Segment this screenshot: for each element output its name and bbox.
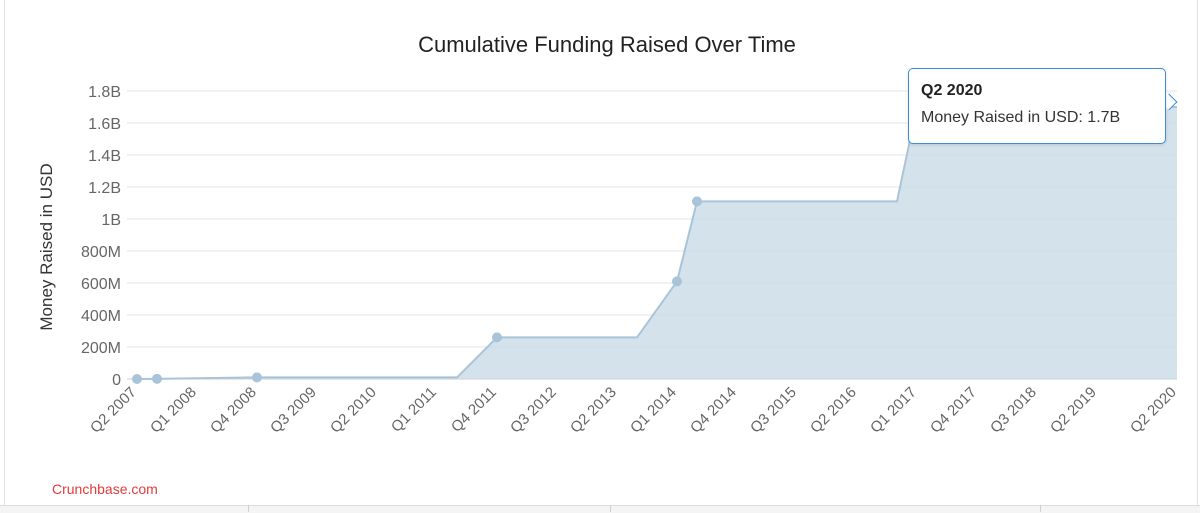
x-tick-label: Q2 2020 — [1127, 384, 1180, 437]
x-tick-label: Q1 2011 — [388, 384, 440, 436]
x-axis-ticks: Q2 2007 Q1 2008 Q4 2008 Q3 2009 Q2 2010 Q1 20… — [87, 384, 1180, 437]
tooltip-title: Q2 2020 — [921, 82, 983, 99]
data-point[interactable] — [252, 372, 262, 383]
x-tick-label: Q4 2014 — [687, 384, 740, 437]
data-point[interactable] — [672, 276, 682, 287]
y-axis-label: Money Raised in USD — [37, 163, 56, 330]
y-tick-label: 1.4B — [88, 148, 121, 165]
x-tick-label: Q4 2017 — [927, 384, 980, 437]
y-tick-label: 1.2B — [88, 180, 121, 197]
data-point[interactable] — [492, 332, 502, 343]
x-tick-label: Q3 2012 — [507, 384, 560, 437]
x-tick-label: Q3 2018 — [987, 384, 1040, 437]
y-tick-label: 1B — [101, 212, 121, 229]
data-point[interactable] — [152, 373, 162, 384]
y-tick-label: 1.6B — [88, 116, 121, 133]
x-tick-label: Q3 2015 — [747, 384, 800, 437]
strip-divider — [1040, 505, 1041, 512]
y-tick-label: 400M — [81, 308, 121, 325]
area-fill — [137, 107, 1177, 379]
x-tick-label: Q1 2008 — [147, 384, 200, 437]
x-tick-label: Q4 2011 — [448, 384, 500, 436]
tooltip-body: Money Raised in USD: 1.7B — [921, 109, 1121, 126]
data-area — [136, 106, 1177, 380]
y-tick-label: 1.8B — [88, 84, 121, 101]
y-tick-label: 800M — [81, 244, 121, 261]
data-point[interactable] — [132, 374, 142, 384]
x-tick-label: Q2 2007 — [87, 384, 140, 437]
y-tick-label: 600M — [81, 276, 121, 293]
x-tick-label: Q2 2019 — [1047, 384, 1100, 437]
y-axis-ticks: 0 200M 400M 600M 800M 1B 1.2B 1.4B 1.6B 1.8B — [81, 84, 121, 389]
y-tick-label: 0 — [112, 372, 121, 389]
strip-divider — [610, 505, 611, 512]
strip-divider — [248, 505, 249, 512]
series-line — [136, 106, 1177, 380]
data-markers[interactable] — [132, 196, 702, 384]
x-tick-label: Q1 2014 — [627, 384, 680, 437]
source-link[interactable]: Crunchbase.com — [52, 481, 158, 497]
x-tick-label: Q2 2016 — [807, 384, 860, 437]
x-tick-label: Q1 2017 — [867, 384, 920, 437]
bottom-strip — [0, 505, 1200, 513]
x-tick-label: Q2 2010 — [327, 384, 380, 437]
tooltip: Q2 2020 Money Raised in USD: 1.7B — [908, 68, 1166, 144]
y-tick-label: 200M — [81, 340, 121, 357]
x-tick-label: Q3 2009 — [267, 384, 320, 437]
data-point[interactable] — [692, 196, 702, 207]
chart-title: Cumulative Funding Raised Over Time — [418, 32, 796, 57]
x-tick-label: Q4 2008 — [207, 384, 260, 437]
x-tick-label: Q2 2013 — [567, 384, 620, 437]
